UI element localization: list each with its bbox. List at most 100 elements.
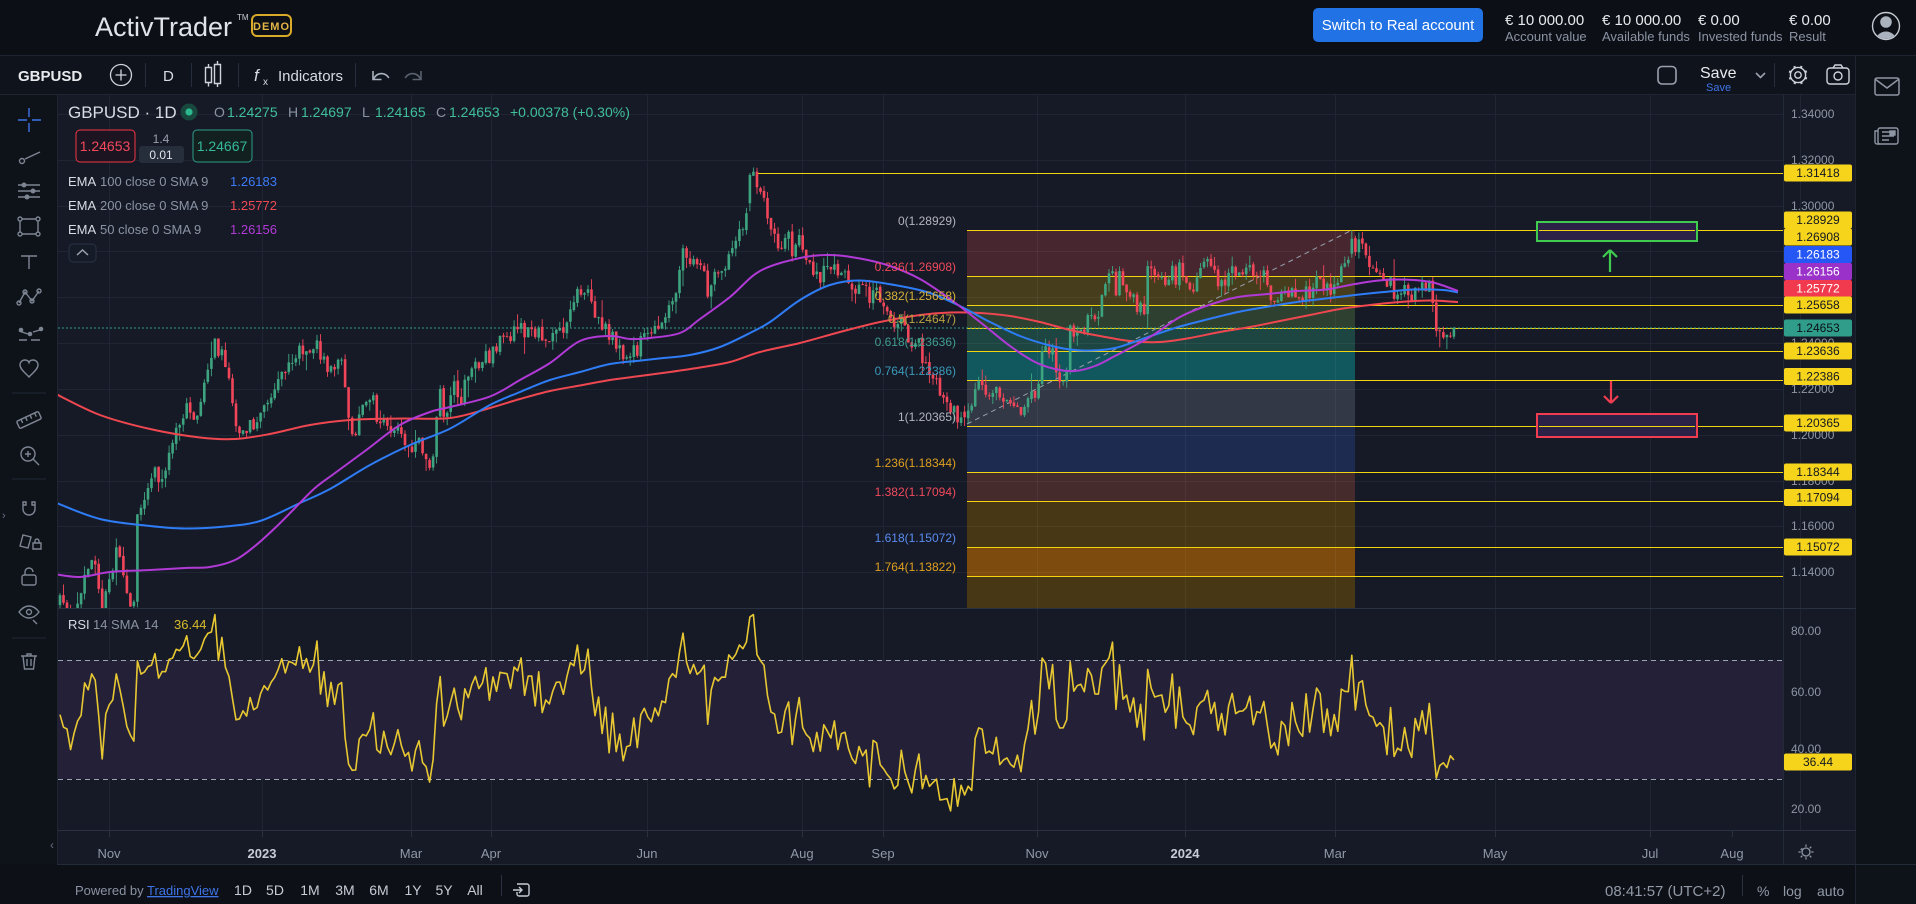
svg-text:x: x xyxy=(263,77,268,88)
svg-text:80.00: 80.00 xyxy=(1791,624,1821,638)
svg-text:2023: 2023 xyxy=(248,846,277,861)
svg-text:5D: 5D xyxy=(266,882,284,898)
svg-text:%: % xyxy=(1757,883,1769,899)
svg-text:1.26156: 1.26156 xyxy=(1796,265,1840,279)
svg-text:1.28929: 1.28929 xyxy=(1796,213,1840,227)
svg-text:Mar: Mar xyxy=(400,846,423,861)
svg-text:0.236(1.26908): 0.236(1.26908) xyxy=(875,260,956,274)
svg-text:1.22000: 1.22000 xyxy=(1791,382,1835,396)
svg-text:›: › xyxy=(2,510,6,522)
svg-text:L: L xyxy=(362,104,370,120)
svg-text:0.618(1.23636): 0.618(1.23636) xyxy=(875,335,956,349)
svg-text:GBPUSD: GBPUSD xyxy=(18,68,82,85)
svg-text:TM: TM xyxy=(237,13,249,22)
svg-text:1.34000: 1.34000 xyxy=(1791,107,1835,121)
svg-text:log: log xyxy=(1783,883,1802,899)
svg-text:20.00: 20.00 xyxy=(1791,802,1821,816)
svg-text:1.26908: 1.26908 xyxy=(1796,230,1840,244)
svg-text:36.44: 36.44 xyxy=(1803,755,1833,769)
svg-text:14: 14 xyxy=(93,617,107,632)
svg-text:TradingView: TradingView xyxy=(147,883,219,898)
svg-text:1.24697: 1.24697 xyxy=(301,104,352,120)
svg-text:1Y: 1Y xyxy=(404,882,422,898)
svg-text:1.26183: 1.26183 xyxy=(1796,248,1840,262)
svg-text:€ 10 000.00: € 10 000.00 xyxy=(1602,12,1681,29)
svg-text:1.24653: 1.24653 xyxy=(80,138,131,154)
svg-text:1.24667: 1.24667 xyxy=(197,138,248,154)
svg-text:O: O xyxy=(214,104,225,120)
svg-text:‹: ‹ xyxy=(50,838,54,852)
svg-text:H: H xyxy=(288,104,298,120)
svg-text:3M: 3M xyxy=(335,882,354,898)
svg-text:All: All xyxy=(467,882,483,898)
svg-text:EMA: EMA xyxy=(68,198,97,213)
svg-text:1M: 1M xyxy=(300,882,319,898)
svg-text:1.25772: 1.25772 xyxy=(1796,282,1840,296)
svg-text:1.24653: 1.24653 xyxy=(1796,321,1840,335)
svg-text:1.26183: 1.26183 xyxy=(230,174,277,189)
svg-text:50 close 0 SMA 9: 50 close 0 SMA 9 xyxy=(100,222,201,237)
svg-text:Apr: Apr xyxy=(481,846,502,861)
svg-text:C: C xyxy=(436,104,446,120)
svg-text:EMA: EMA xyxy=(68,222,97,237)
svg-text:1D: 1D xyxy=(234,882,252,898)
svg-text:1.236(1.18344): 1.236(1.18344) xyxy=(875,456,956,470)
svg-text:Aug: Aug xyxy=(790,846,813,861)
svg-text:1.23636: 1.23636 xyxy=(1796,344,1840,358)
svg-text:1.24275: 1.24275 xyxy=(227,104,278,120)
svg-text:Nov: Nov xyxy=(1025,846,1049,861)
svg-text:€ 10 000.00: € 10 000.00 xyxy=(1505,12,1584,29)
svg-text:1.14000: 1.14000 xyxy=(1791,565,1835,579)
svg-text:EMA: EMA xyxy=(68,174,97,189)
svg-text:Jun: Jun xyxy=(637,846,658,861)
svg-text:Powered by: Powered by xyxy=(75,883,144,898)
svg-text:SMA: SMA xyxy=(111,617,140,632)
svg-text:Nov: Nov xyxy=(97,846,121,861)
svg-text:1.26156: 1.26156 xyxy=(230,222,277,237)
svg-text:Indicators: Indicators xyxy=(278,68,343,85)
svg-text:Account value: Account value xyxy=(1505,29,1587,44)
svg-text:Aug: Aug xyxy=(1720,846,1743,861)
svg-text:08:41:57 (UTC+2): 08:41:57 (UTC+2) xyxy=(1605,883,1725,900)
svg-text:1.25658: 1.25658 xyxy=(1796,298,1840,312)
svg-text:f: f xyxy=(254,66,261,85)
svg-text:Mar: Mar xyxy=(1324,846,1347,861)
svg-text:1.24165: 1.24165 xyxy=(375,104,426,120)
svg-text:GBPUSD · 1D: GBPUSD · 1D xyxy=(68,103,177,122)
svg-text:1.16000: 1.16000 xyxy=(1791,519,1835,533)
svg-text:1.18344: 1.18344 xyxy=(1796,465,1840,479)
svg-text:60.00: 60.00 xyxy=(1791,685,1821,699)
svg-text:€ 0.00: € 0.00 xyxy=(1789,12,1831,29)
svg-text:+0.00378 (+0.30%): +0.00378 (+0.30%) xyxy=(510,104,630,120)
svg-text:1.382(1.17094): 1.382(1.17094) xyxy=(875,485,956,499)
svg-text:DEMO: DEMO xyxy=(253,21,290,33)
svg-text:Sep: Sep xyxy=(871,846,894,861)
svg-text:100 close 0 SMA 9: 100 close 0 SMA 9 xyxy=(100,174,208,189)
svg-text:May: May xyxy=(1483,846,1508,861)
svg-text:1.4: 1.4 xyxy=(153,132,170,146)
svg-text:Jul: Jul xyxy=(1642,846,1659,861)
svg-text:14: 14 xyxy=(144,617,158,632)
svg-text:2024: 2024 xyxy=(1171,846,1201,861)
svg-text:RSI: RSI xyxy=(68,617,90,632)
svg-text:Switch to Real account: Switch to Real account xyxy=(1322,17,1475,34)
svg-text:0.764(1.22386): 0.764(1.22386) xyxy=(875,364,956,378)
svg-text:Save: Save xyxy=(1700,65,1737,82)
svg-text:5Y: 5Y xyxy=(435,882,453,898)
svg-text:0(1.28929): 0(1.28929) xyxy=(898,214,956,228)
svg-text:1.618(1.15072): 1.618(1.15072) xyxy=(875,531,956,545)
svg-text:1.30000: 1.30000 xyxy=(1791,199,1835,213)
svg-text:1.15072: 1.15072 xyxy=(1796,540,1840,554)
svg-text:1.20365: 1.20365 xyxy=(1796,416,1840,430)
svg-text:Result: Result xyxy=(1789,29,1826,44)
svg-text:D: D xyxy=(163,68,174,85)
svg-text:1.32000: 1.32000 xyxy=(1791,153,1835,167)
svg-text:36.44: 36.44 xyxy=(174,617,207,632)
svg-text:0.01: 0.01 xyxy=(149,148,173,162)
svg-text:ActivTrader: ActivTrader xyxy=(95,12,232,42)
svg-text:200 close 0 SMA 9: 200 close 0 SMA 9 xyxy=(100,198,208,213)
svg-text:1.22386: 1.22386 xyxy=(1796,370,1840,384)
svg-text:1.31418: 1.31418 xyxy=(1796,166,1840,180)
svg-text:6M: 6M xyxy=(369,882,388,898)
svg-text:auto: auto xyxy=(1817,883,1844,899)
